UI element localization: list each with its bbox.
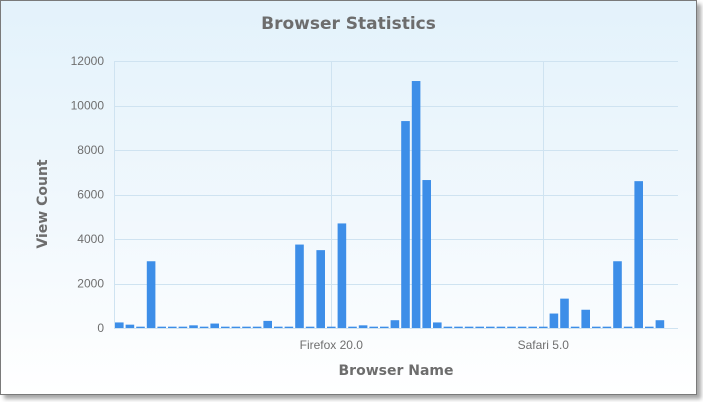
y-tick-labels: 0 2000 4000 6000 8000 10000 12000 xyxy=(71,54,105,335)
bar-30 xyxy=(433,322,442,328)
y-tick-label-3: 6000 xyxy=(77,188,104,202)
bar-35 xyxy=(486,326,495,328)
bar-16 xyxy=(284,326,294,328)
bar-36 xyxy=(496,326,506,328)
y-tick-label-0: 0 xyxy=(97,321,104,335)
bar-42 xyxy=(560,298,569,328)
bar-24 xyxy=(369,326,378,328)
y-tick-label-1: 2000 xyxy=(77,277,104,291)
bar-45 xyxy=(592,326,601,328)
bar-48 xyxy=(623,326,633,328)
bar-33 xyxy=(464,326,474,328)
bar-49 xyxy=(634,181,643,328)
bar-19 xyxy=(316,250,325,329)
bar-1 xyxy=(125,324,135,328)
bar-41 xyxy=(549,313,559,328)
bar-9 xyxy=(210,323,219,328)
chart-frame: Browser Statistics Browser Name View Cou… xyxy=(0,0,697,395)
bar-25 xyxy=(380,326,389,328)
bar-37 xyxy=(507,326,516,328)
bar-5 xyxy=(168,326,177,328)
y-tick-label-2: 4000 xyxy=(77,232,104,246)
grid-lines xyxy=(114,61,678,329)
bar-31 xyxy=(443,326,453,328)
bar-38 xyxy=(517,326,527,328)
y-tick-label-6: 12000 xyxy=(71,54,105,68)
bar-13 xyxy=(252,326,262,328)
bar-46 xyxy=(602,326,612,328)
x-tick-label-1: Safari 5.0 xyxy=(518,338,570,352)
bar-0 xyxy=(115,322,124,328)
x-tick-labels: Firefox 20.0 Safari 5.0 xyxy=(300,338,570,352)
bar-2 xyxy=(136,326,145,328)
y-tick-label-4: 8000 xyxy=(77,143,104,157)
bar-11 xyxy=(231,326,241,328)
bar-20 xyxy=(327,326,336,328)
bar-23 xyxy=(358,325,368,328)
bar-51 xyxy=(655,320,665,328)
bar-15 xyxy=(274,326,283,328)
bar-50 xyxy=(645,326,654,328)
bar-43 xyxy=(570,326,580,328)
bar-27 xyxy=(401,121,410,328)
bar-21 xyxy=(337,223,347,328)
bar-22 xyxy=(348,326,357,328)
bar-8 xyxy=(199,326,209,328)
bar-3 xyxy=(146,261,156,328)
bar-32 xyxy=(454,326,463,328)
bar-12 xyxy=(242,326,251,328)
bar-7 xyxy=(189,325,198,328)
bars xyxy=(115,81,665,329)
bar-18 xyxy=(305,326,315,328)
bar-39 xyxy=(528,326,537,328)
y-tick-label-5: 10000 xyxy=(71,99,105,113)
bar-17 xyxy=(295,244,304,328)
bar-40 xyxy=(539,326,548,328)
bar-47 xyxy=(613,261,622,328)
bar-28 xyxy=(411,81,421,329)
bar-26 xyxy=(390,320,400,328)
bar-44 xyxy=(581,309,590,328)
bar-6 xyxy=(178,326,188,328)
x-axis-label: Browser Name xyxy=(338,363,454,379)
bar-10 xyxy=(221,326,230,328)
bar-14 xyxy=(263,320,272,328)
bar-34 xyxy=(475,326,484,328)
bar-4 xyxy=(157,326,166,328)
x-tick-label-0: Firefox 20.0 xyxy=(300,338,364,352)
bar-29 xyxy=(422,180,431,328)
chart-title: Browser Statistics xyxy=(261,14,436,34)
